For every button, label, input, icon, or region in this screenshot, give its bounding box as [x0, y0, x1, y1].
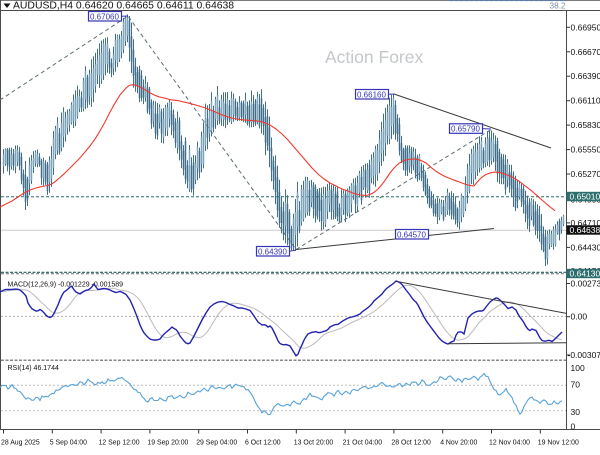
svg-text:0.002731: 0.002731: [571, 279, 600, 289]
svg-text:0.00: 0.00: [571, 312, 588, 322]
svg-text:0: 0: [571, 422, 576, 432]
svg-text:0.65550: 0.65550: [571, 145, 600, 155]
svg-text:100: 100: [571, 363, 585, 373]
svg-text:0.67060: 0.67060: [90, 12, 119, 21]
svg-text:38.2: 38.2: [550, 1, 567, 11]
svg-text:12 Sep 12:00: 12 Sep 12:00: [99, 440, 140, 447]
svg-text:0.64570: 0.64570: [397, 230, 426, 239]
svg-text:19 Nov 12:00: 19 Nov 12:00: [538, 440, 579, 447]
svg-text:0.66110: 0.66110: [571, 96, 600, 106]
svg-text:0.66670: 0.66670: [571, 47, 600, 57]
svg-text:RSI(14) 46.1744: RSI(14) 46.1744: [8, 365, 59, 372]
svg-text:0.64430: 0.64430: [571, 242, 600, 252]
svg-text:29 Sep 04:00: 29 Sep 04:00: [196, 440, 237, 447]
svg-text:AUDUSD,H4 0.64620 0.64665 0.64: AUDUSD,H4 0.64620 0.64665 0.64611 0.6463…: [13, 1, 234, 12]
svg-text:5 Sep 04:00: 5 Sep 04:00: [50, 440, 87, 447]
svg-text:70: 70: [571, 380, 581, 390]
svg-text:0.65010: 0.65010: [570, 191, 600, 201]
svg-text:28 Aug 2025: 28 Aug 2025: [1, 440, 40, 447]
svg-text:28 Oct 12:00: 28 Oct 12:00: [391, 440, 431, 447]
svg-text:-0.003077: -0.003077: [568, 350, 600, 360]
svg-text:19 Sep 20:00: 19 Sep 20:00: [147, 440, 188, 447]
svg-text:0.65270: 0.65270: [571, 169, 600, 179]
svg-text:0.66950: 0.66950: [571, 22, 600, 32]
svg-text:12 Nov 04:00: 12 Nov 04:00: [489, 440, 530, 447]
svg-text:Action Forex: Action Forex: [325, 47, 423, 67]
svg-text:MACD(12,26,9) -0.001229 -0.001: MACD(12,26,9) -0.001229 -0.001589: [8, 282, 124, 289]
svg-text:0.66160: 0.66160: [357, 90, 386, 99]
svg-text:21 Oct 04:00: 21 Oct 04:00: [343, 440, 383, 447]
svg-text:6 Oct 12:00: 6 Oct 12:00: [245, 440, 281, 447]
svg-text:0.64130: 0.64130: [570, 268, 600, 278]
svg-text:0.65790: 0.65790: [451, 125, 480, 134]
svg-text:0.64390: 0.64390: [258, 247, 287, 256]
svg-text:0.64638: 0.64638: [570, 225, 600, 235]
svg-text:0.65830: 0.65830: [571, 120, 600, 130]
svg-text:4 Nov 20:00: 4 Nov 20:00: [440, 440, 477, 447]
svg-text:0.66390: 0.66390: [571, 71, 600, 81]
svg-text:30: 30: [571, 407, 581, 417]
svg-text:13 Oct 20:00: 13 Oct 20:00: [294, 440, 334, 447]
